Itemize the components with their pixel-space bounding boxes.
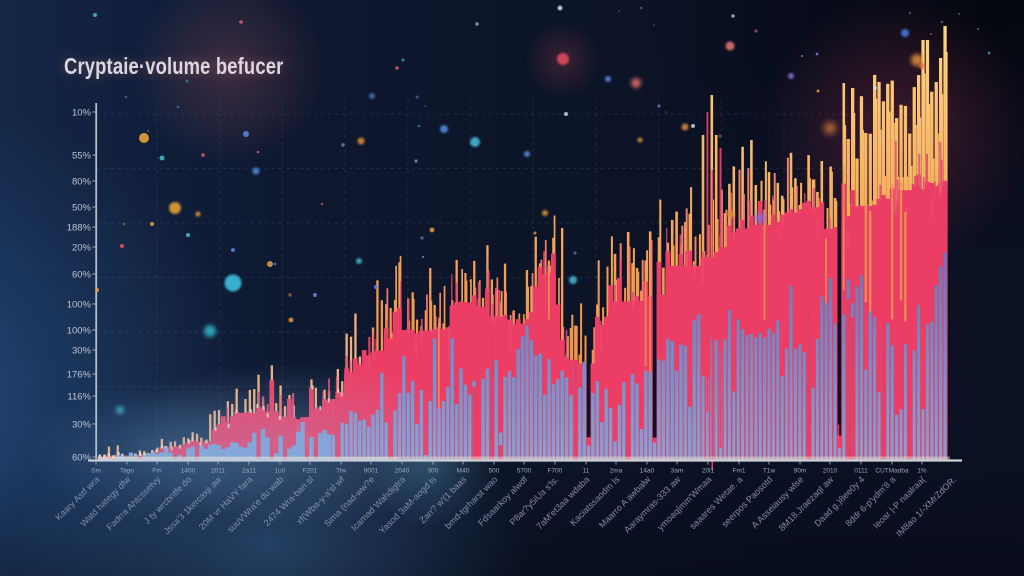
svg-text:9001: 9001 <box>364 468 379 475</box>
svg-text:Fadrra Ahtcssetvy: Fadrra Ahtcssetvy <box>104 474 162 532</box>
svg-text:3am: 3am <box>671 468 684 475</box>
svg-text:CUTMadba: CUTMadba <box>875 468 909 475</box>
svg-text:7aM'et3aa wdaba: 7aM'et3aa wdaba <box>534 474 591 531</box>
svg-text:2a11: 2a11 <box>242 468 256 475</box>
svg-text:60%: 60% <box>72 270 92 281</box>
svg-text:176%: 176% <box>67 370 92 381</box>
svg-text:188%: 188% <box>67 223 92 234</box>
svg-text:Aaraymras-333 aw: Aaraymras-333 aw <box>622 474 683 535</box>
svg-text:Icamad Wahdigtra: Icamad Wahdigtra <box>349 474 407 532</box>
svg-text:2ma: 2ma <box>610 468 623 475</box>
svg-text:Fm: Fm <box>152 468 161 475</box>
svg-text:8M18.Jraezaql aw: 8M18.Jraezaql aw <box>777 474 836 533</box>
svg-text:Tago: Tago <box>120 468 134 475</box>
svg-text:300: 300 <box>428 468 439 475</box>
svg-text:20l1: 20l1 <box>702 468 715 475</box>
svg-text:T1w: T1w <box>763 468 776 475</box>
svg-text:1u0: 1u0 <box>275 468 286 475</box>
svg-text:Ieoar |-P naalraa(: Ieoar |-P naalraa( <box>871 474 927 530</box>
svg-text:2040: 2040 <box>395 468 410 475</box>
svg-text:5700: 5700 <box>517 468 532 475</box>
svg-text:2011: 2011 <box>211 468 225 475</box>
svg-text:80%: 80% <box>72 177 92 188</box>
svg-text:30%: 30% <box>72 346 92 357</box>
svg-text:M40: M40 <box>457 468 470 475</box>
svg-text:IM8ao 1/-XMrZdOR.: IM8ao 1/-XMrZdOR. <box>894 474 958 538</box>
svg-text:F700: F700 <box>548 468 563 475</box>
svg-text:11: 11 <box>583 468 590 475</box>
svg-text:20M vr HaVY fara: 20M vr HaVY fara <box>197 474 255 532</box>
svg-text:60%: 60% <box>72 453 92 464</box>
svg-text:0111: 0111 <box>854 468 868 475</box>
svg-text:20%: 20% <box>72 243 92 254</box>
svg-text:bmd-tgrharst wao: bmd-tgrharst wao <box>443 474 500 531</box>
svg-text:Fm1: Fm1 <box>733 468 746 475</box>
svg-text:55%: 55% <box>72 151 92 162</box>
svg-text:1400: 1400 <box>181 468 196 475</box>
svg-text:Sm: Sm <box>91 468 101 475</box>
svg-text:ymoaq|mm'Wmaa: ymoaq|mm'Wmaa <box>655 474 713 532</box>
svg-text:100%: 100% <box>67 326 92 337</box>
svg-text:suuVWra'e du wab: suuVWra'e du wab <box>225 474 285 534</box>
svg-text:100%: 100% <box>67 300 92 311</box>
svg-text:14a0: 14a0 <box>640 468 655 475</box>
svg-text:10%: 10% <box>72 108 92 119</box>
svg-text:saaares Wetae. a: saaares Wetae. a <box>688 474 745 531</box>
svg-text:116%: 116% <box>67 392 91 403</box>
svg-text:90m: 90m <box>794 468 807 475</box>
svg-text:50%: 50% <box>72 203 92 214</box>
svg-text:500: 500 <box>489 468 500 475</box>
svg-text:1%: 1% <box>917 468 927 475</box>
svg-text:30%: 30% <box>72 420 92 431</box>
svg-text:2010: 2010 <box>823 468 838 475</box>
svg-text:Tlw: Tlw <box>336 468 346 475</box>
svg-text:Jssa'3 1kercaxji aw: Jssa'3 1kercaxji aw <box>162 474 224 536</box>
svg-text:F201: F201 <box>303 468 318 475</box>
